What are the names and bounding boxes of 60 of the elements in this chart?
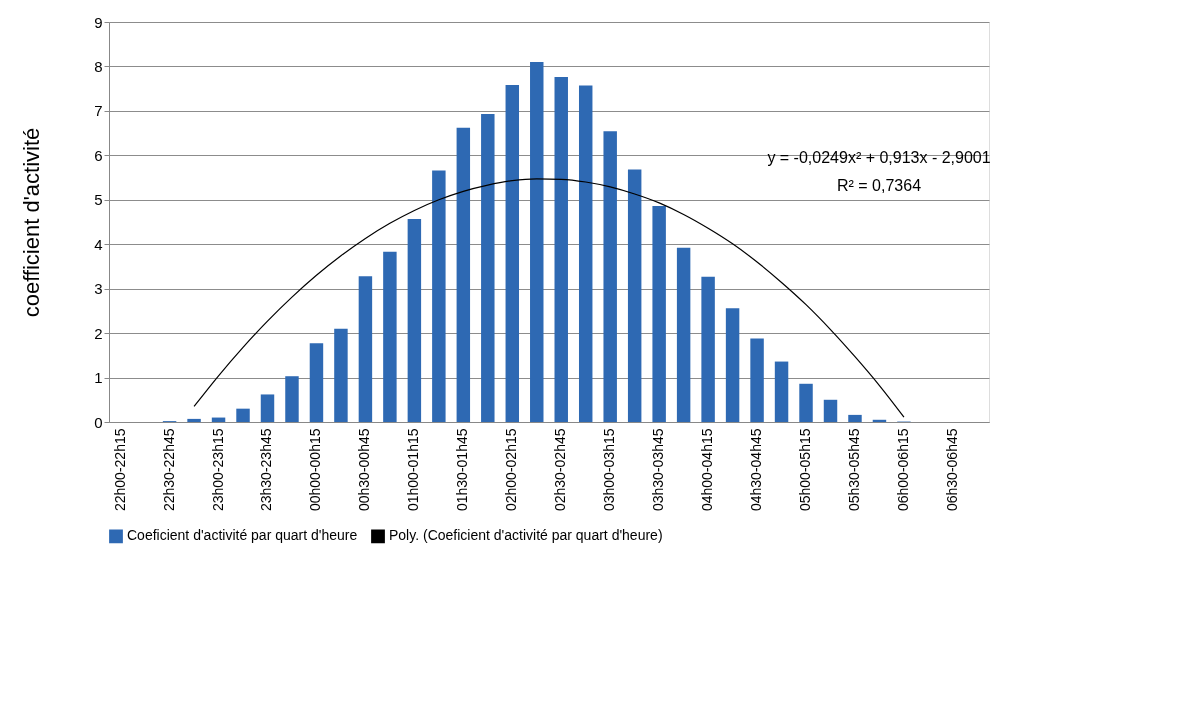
x-tick-label: 00h30-00h45 [356, 428, 373, 512]
y-tick-label: 7 [94, 102, 103, 120]
bar [750, 338, 764, 422]
y-tick-label: 4 [94, 235, 103, 253]
x-tick-label: 01h00-01h15 [405, 428, 422, 512]
x-tick-label: 22h00-22h15 [111, 428, 128, 512]
y-tick-label: 0 [94, 413, 103, 431]
x-tick-label: 22h30-22h45 [160, 428, 177, 512]
x-tick-label: 05h30-05h45 [845, 428, 862, 512]
y-tick-label: 9 [94, 13, 103, 31]
bar [456, 127, 471, 422]
bar [407, 218, 422, 422]
bar [627, 169, 642, 422]
x-tick-label: 23h30-23h45 [258, 428, 275, 512]
bar [358, 276, 373, 422]
x-tick-label: 05h00-05h15 [797, 428, 814, 512]
bar [676, 247, 691, 422]
x-tick-label: 03h30-03h45 [650, 428, 667, 512]
bar [725, 308, 740, 422]
y-tick-label: 5 [94, 191, 103, 209]
x-tick-label: 06h30-06h45 [943, 428, 960, 512]
bar [260, 394, 275, 422]
bar [652, 206, 666, 422]
bar [236, 408, 250, 422]
x-tick-label: 04h30-04h45 [748, 428, 765, 512]
bar [383, 251, 397, 422]
legend-label: Poly. (Coeficient d'activité par quart d'heure) [389, 527, 663, 544]
x-tick-label: 03h00-03h15 [601, 428, 618, 512]
bar [505, 85, 520, 422]
x-tick-label: 00h00-00h15 [307, 428, 324, 512]
x-tick-label: 02h00-02h15 [503, 428, 520, 512]
bar [554, 77, 568, 422]
bar [309, 343, 324, 422]
bar [701, 276, 715, 422]
bar [481, 114, 495, 422]
y-tick-label: 1 [94, 369, 103, 387]
x-tick-label: 23h00-23h15 [209, 428, 226, 512]
legend-label: Coeficient d'activité par quart d'heure [127, 527, 358, 544]
bar [334, 328, 348, 422]
x-tick-label: 02h30-02h45 [552, 428, 569, 512]
bar [187, 418, 201, 422]
y-tick-label: 2 [94, 324, 103, 342]
y-tick-label: 8 [94, 57, 103, 75]
x-tick-label: 06h00-06h15 [894, 428, 911, 512]
bar [603, 131, 617, 422]
bar [285, 376, 299, 422]
x-tick-label: 01h30-01h45 [454, 428, 471, 512]
x-tick-label: 04h00-04h15 [699, 428, 716, 512]
bar [578, 85, 593, 422]
bar [530, 62, 544, 422]
bar [799, 383, 813, 422]
y-axis-title: coefficient d'activité [19, 127, 45, 318]
y-tick-label: 6 [94, 146, 103, 164]
bar [432, 170, 446, 422]
annotation: R² = 0,7364 [836, 176, 922, 194]
bar [823, 399, 838, 422]
annotation: y = -0,0249x² + 0,913x - 2,9001 [767, 148, 991, 166]
bar [848, 414, 862, 422]
y-tick-label: 3 [94, 280, 103, 298]
bar [774, 361, 789, 422]
